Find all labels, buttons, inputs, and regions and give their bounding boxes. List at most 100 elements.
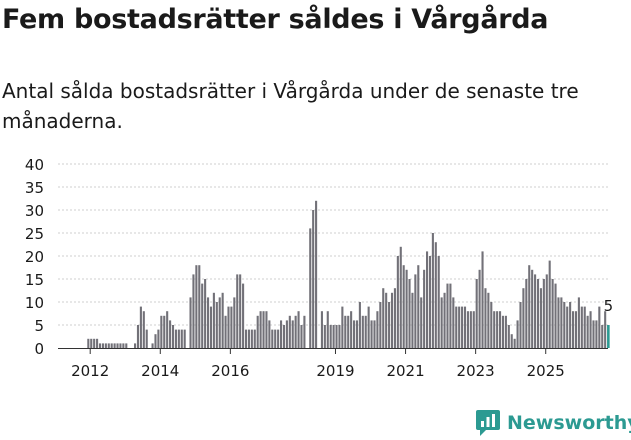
newsworthy-logo: Newsworthy	[475, 406, 631, 440]
bar	[373, 320, 376, 348]
bar	[288, 315, 291, 348]
bar	[408, 279, 411, 348]
bar	[183, 329, 186, 348]
bar	[534, 274, 537, 348]
bar	[376, 311, 379, 348]
bar	[440, 297, 443, 348]
bar	[414, 274, 417, 348]
bar	[554, 283, 557, 348]
bar	[507, 325, 510, 348]
bar	[428, 256, 432, 348]
bar	[566, 306, 569, 348]
bar	[417, 265, 420, 348]
bar	[475, 279, 478, 348]
bar	[87, 338, 90, 348]
bar-latest	[607, 325, 610, 348]
bar	[244, 329, 248, 348]
bar	[595, 320, 598, 348]
bar	[490, 302, 493, 348]
bar	[215, 302, 218, 348]
bar	[122, 343, 125, 348]
bar	[426, 251, 429, 348]
bar	[446, 283, 449, 348]
last-value-label: 5	[604, 297, 614, 315]
bar	[189, 297, 192, 348]
bar	[271, 329, 274, 348]
bar	[104, 343, 107, 348]
x-tick-label: 2025	[527, 362, 565, 380]
bar	[204, 279, 207, 348]
bar	[236, 274, 239, 348]
bar	[385, 292, 388, 348]
bar	[285, 320, 288, 348]
x-tick-label: 2021	[386, 362, 424, 380]
bar	[116, 343, 119, 348]
bar	[195, 265, 198, 348]
bar	[504, 315, 507, 348]
bar	[531, 269, 534, 348]
bar	[577, 297, 580, 348]
bar	[379, 302, 382, 348]
bar	[437, 256, 440, 348]
bar	[259, 311, 262, 348]
bar	[224, 315, 227, 348]
bar	[98, 343, 102, 348]
bar	[510, 334, 513, 348]
bar	[163, 315, 166, 348]
bar	[484, 288, 487, 348]
bar	[423, 269, 426, 348]
bar	[265, 311, 268, 348]
bar	[344, 315, 347, 348]
bar	[598, 306, 601, 348]
bar	[499, 311, 502, 348]
bar	[350, 311, 353, 348]
bar	[569, 302, 572, 348]
x-tick-label: 2012	[71, 362, 109, 380]
bar	[458, 306, 461, 348]
bar	[139, 306, 142, 348]
x-tick-label: 2016	[211, 362, 249, 380]
x-tick-label: 2023	[457, 362, 495, 380]
bar	[253, 329, 256, 348]
bar	[528, 265, 531, 348]
bar	[107, 343, 110, 348]
y-tick-label: 25	[25, 225, 44, 243]
bar	[309, 228, 312, 348]
y-tick-label: 40	[25, 156, 44, 174]
bar	[434, 242, 437, 348]
bar	[338, 325, 341, 348]
bar	[323, 325, 326, 348]
bar	[277, 329, 280, 348]
bar	[388, 302, 391, 348]
bar	[399, 246, 402, 348]
bar	[221, 292, 224, 348]
bar	[487, 292, 490, 348]
bar	[142, 311, 145, 348]
bar	[233, 297, 236, 348]
y-tick-label: 30	[25, 202, 44, 220]
bar	[574, 311, 578, 348]
bar	[431, 233, 434, 348]
bar	[393, 288, 396, 348]
bar	[282, 325, 286, 348]
bar	[262, 311, 265, 348]
bar	[367, 306, 370, 348]
bar	[256, 315, 259, 348]
bar	[560, 297, 563, 348]
bar	[250, 329, 253, 348]
chart-title: Fem bostadsrätter såldes i Vårgårda	[2, 4, 549, 35]
bar	[347, 315, 350, 348]
bar	[207, 297, 210, 348]
bar	[274, 329, 277, 348]
x-axis-tick-labels: 2012 2014 2016 2019 2021 2023 2025	[71, 348, 565, 380]
bar	[539, 288, 542, 348]
bar	[171, 325, 175, 348]
bar	[101, 343, 104, 348]
bar	[268, 320, 271, 348]
bar	[177, 329, 180, 348]
bar	[519, 302, 522, 348]
bar	[335, 325, 338, 348]
bar	[536, 279, 540, 348]
bar	[151, 343, 154, 348]
bar	[481, 251, 484, 348]
